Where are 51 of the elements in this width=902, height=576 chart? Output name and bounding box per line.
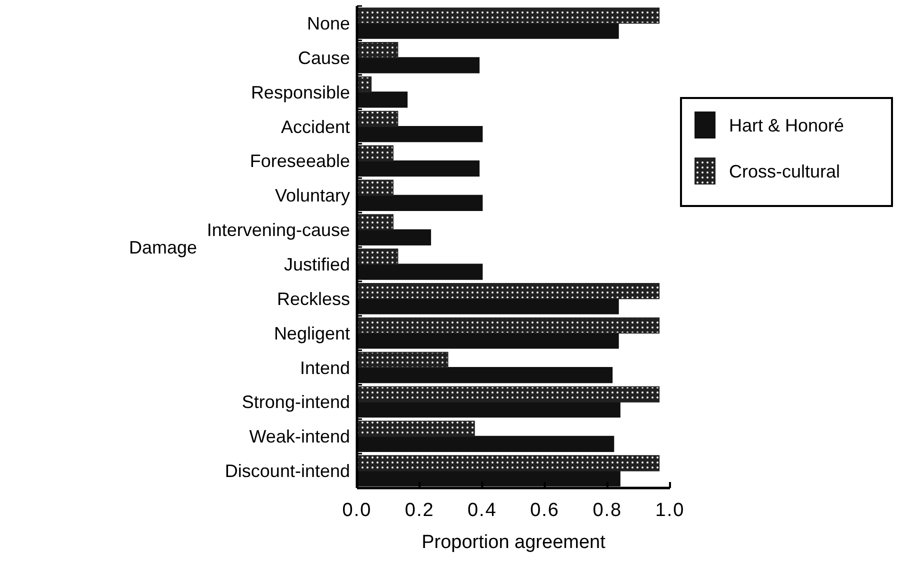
y-tick-label: Responsible	[250, 82, 350, 102]
y-tick-label: Negligent	[274, 323, 350, 344]
bar	[356, 42, 398, 58]
bar	[356, 436, 614, 452]
x-tick-label: 0.8	[592, 500, 622, 521]
bar	[356, 386, 660, 402]
bar	[356, 57, 480, 74]
y-tick-label: Reckless	[276, 288, 350, 309]
legend-label: Hart & Honoré	[729, 115, 844, 136]
y-tick-label: Strong-intend	[242, 392, 350, 412]
x-tick-label: 0.6	[530, 500, 560, 521]
bar	[356, 92, 408, 108]
bar	[356, 401, 620, 418]
bar	[356, 194, 483, 212]
bar	[356, 420, 475, 437]
y-tick-label: Intend	[300, 358, 350, 378]
bar	[356, 455, 660, 472]
bar	[356, 470, 620, 486]
legend-label: Cross-cultural	[729, 161, 840, 182]
x-tick-label: 0.2	[404, 500, 434, 521]
x-tick-label: 1.0	[655, 500, 685, 521]
y-tick-label: Intervening-cause	[206, 220, 350, 240]
bar	[356, 22, 619, 39]
bar	[356, 317, 660, 334]
bar	[356, 248, 398, 265]
bar	[356, 282, 660, 300]
bar	[356, 367, 613, 384]
x-tick-label: 0.0	[342, 500, 372, 521]
bar	[356, 160, 480, 177]
bar	[356, 8, 660, 24]
y-tick-label: None	[306, 14, 350, 34]
y-tick-label: Cause	[298, 48, 350, 68]
bar	[356, 352, 448, 368]
bar	[356, 229, 432, 246]
bar	[356, 180, 394, 196]
y-tick-label: Discount-intend	[224, 461, 350, 482]
x-tick-label: 0.4	[467, 500, 497, 521]
bar	[356, 214, 394, 230]
bar	[356, 110, 398, 127]
y-tick-label: Voluntary	[274, 186, 350, 206]
y-axis-title: Damage	[128, 237, 197, 258]
bar	[356, 298, 619, 314]
bar	[356, 332, 619, 349]
y-tick-label: Weak-intend	[249, 426, 350, 447]
bar	[356, 145, 394, 162]
y-tick-label: Foreseeable	[250, 151, 350, 172]
y-tick-label: Justified	[284, 254, 350, 275]
x-axis-title: Proportion agreement	[422, 532, 606, 553]
bar	[356, 264, 483, 280]
y-tick-label: Accident	[280, 116, 350, 137]
bar	[356, 126, 483, 142]
